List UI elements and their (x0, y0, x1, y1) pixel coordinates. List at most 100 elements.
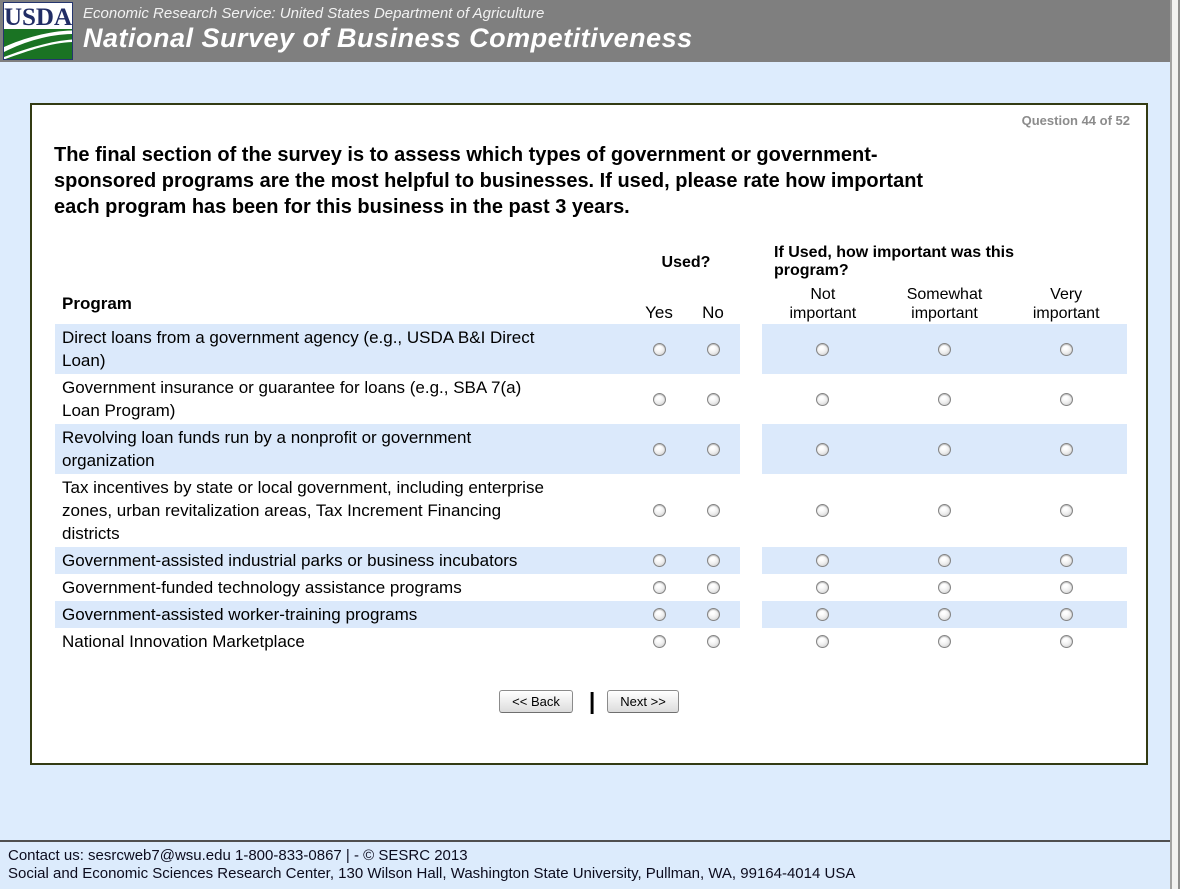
used-no-radio[interactable] (706, 442, 720, 456)
very-important-radio[interactable] (1059, 554, 1073, 567)
yes-column-header: Yes (645, 303, 673, 322)
used-yes-radio[interactable] (652, 608, 666, 621)
survey-table: Used? If Used, how important was this pr… (55, 234, 1146, 655)
site-header: USDA Economic Research Service: United S… (0, 0, 1180, 62)
program-header: Program (62, 294, 132, 313)
very-important-radio[interactable] (1059, 504, 1073, 517)
very-important-radio[interactable] (1059, 342, 1073, 356)
site-footer: Contact us: sesrcweb7@wsu.edu 1-800-833-… (0, 840, 1180, 889)
used-yes-radio[interactable] (652, 342, 666, 356)
used-yes-radio[interactable] (652, 635, 666, 648)
used-no-radio[interactable] (706, 581, 720, 594)
column-gap (740, 374, 762, 424)
program-label: National Innovation Marketplace (62, 632, 305, 651)
program-label: Government insurance or guarantee for lo… (62, 378, 522, 420)
used-header: Used? (661, 254, 711, 271)
program-label: Government-assisted worker-training prog… (62, 605, 418, 624)
header-text: Economic Research Service: United States… (83, 2, 693, 54)
used-no-radio[interactable] (706, 504, 720, 517)
used-yes-radio[interactable] (652, 581, 666, 594)
importance-header: If Used, how important was this program? (762, 244, 1127, 280)
question-text: The final section of the survey is to as… (54, 144, 924, 218)
column-gap (740, 601, 762, 628)
table-rows: Direct loans from a government agency (e… (55, 324, 1146, 655)
column-gap (740, 474, 762, 547)
very-important-radio[interactable] (1059, 581, 1073, 594)
usda-logo-graphic: USDA (4, 3, 72, 60)
importance-header-label: If Used, how important was this program? (774, 244, 1015, 279)
program-label: Revolving loan funds run by a nonprofit … (62, 428, 472, 470)
used-yes-radio[interactable] (652, 554, 666, 567)
somewhat-important-radio[interactable] (938, 504, 951, 517)
used-yes-radio[interactable] (652, 442, 666, 456)
somewhat-important-radio[interactable] (938, 442, 951, 456)
used-yes-radio[interactable] (652, 392, 666, 406)
program-label: Government-funded technology assistance … (62, 578, 462, 597)
question-counter: Question 44 of 52 (1021, 113, 1130, 128)
somewhat-important-column-header: Somewhat important (906, 286, 983, 322)
column-gap (740, 547, 762, 574)
somewhat-important-radio[interactable] (938, 581, 951, 594)
footer-contact-line: Contact us: sesrcweb7@wsu.edu 1-800-833-… (8, 847, 468, 864)
column-gap (740, 324, 762, 374)
no-column-header: No (702, 303, 724, 322)
somewhat-important-radio[interactable] (938, 635, 951, 648)
column-gap (740, 574, 762, 601)
not-important-radio[interactable] (816, 554, 830, 567)
footer-address-line: Social and Economic Sciences Research Ce… (8, 865, 856, 882)
not-important-radio[interactable] (816, 504, 830, 517)
program-row: Government-assisted industrial parks or … (55, 547, 1146, 574)
not-important-column-header: Not important (789, 286, 857, 322)
somewhat-important-column: Somewhat important (884, 285, 1006, 324)
not-important-radio[interactable] (816, 581, 830, 594)
column-header-right: Not important Somewhat important Very im… (762, 285, 1127, 324)
not-important-radio[interactable] (816, 342, 830, 356)
program-row: National Innovation Marketplace (55, 628, 1146, 655)
question-panel: Question 44 of 52 The final section of t… (30, 103, 1148, 765)
used-yes-radio[interactable] (652, 504, 666, 517)
program-row: Government insurance or guarantee for lo… (55, 374, 1146, 424)
usda-logo-text: USDA (4, 4, 72, 31)
very-important-radio[interactable] (1059, 442, 1073, 456)
very-important-column-header: Very important (1032, 286, 1100, 322)
program-row: Government-assisted worker-training prog… (55, 601, 1146, 628)
used-no-radio[interactable] (706, 554, 720, 567)
not-important-radio[interactable] (816, 392, 830, 406)
survey-title: National Survey of Business Competitiven… (83, 23, 693, 53)
column-gap (740, 424, 762, 474)
table-column-header-row: Program Yes No Not important Somewhat im… (55, 280, 1146, 324)
somewhat-important-radio[interactable] (938, 554, 951, 567)
program-row: Direct loans from a government agency (e… (55, 324, 1146, 374)
not-important-column: Not important (762, 285, 884, 324)
program-row: Government-funded technology assistance … (55, 574, 1146, 601)
not-important-radio[interactable] (816, 635, 830, 648)
somewhat-important-radio[interactable] (938, 608, 951, 621)
not-important-radio[interactable] (816, 442, 830, 456)
used-no-radio[interactable] (706, 608, 720, 621)
used-no-radio[interactable] (706, 342, 720, 356)
column-header-left: Program Yes No (55, 294, 740, 324)
back-button[interactable]: << Back (499, 690, 573, 713)
used-no-radio[interactable] (706, 392, 720, 406)
program-row: Tax incentives by state or local governm… (55, 474, 1146, 547)
program-row: Revolving loan funds run by a nonprofit … (55, 424, 1146, 474)
table-group-header-row: Used? If Used, how important was this pr… (55, 234, 1146, 280)
main-area: Question 44 of 52 The final section of t… (0, 62, 1180, 840)
nav-buttons: << Back | Next >> (32, 688, 1146, 715)
very-important-radio[interactable] (1059, 392, 1073, 406)
somewhat-important-radio[interactable] (938, 392, 951, 406)
program-label: Government-assisted industrial parks or … (62, 551, 518, 570)
somewhat-important-radio[interactable] (938, 342, 951, 356)
agency-line: Economic Research Service: United States… (83, 5, 545, 22)
window-edge-scrollbar[interactable] (1170, 0, 1180, 889)
used-no-radio[interactable] (706, 635, 720, 648)
not-important-radio[interactable] (816, 608, 830, 621)
usda-logo-icon: USDA (3, 2, 73, 60)
program-label: Tax incentives by state or local governm… (62, 478, 544, 543)
next-button[interactable]: Next >> (607, 690, 679, 713)
very-important-radio[interactable] (1059, 608, 1073, 621)
program-header-spacer (55, 254, 632, 280)
button-separator: | (588, 688, 596, 714)
very-important-radio[interactable] (1059, 635, 1073, 648)
